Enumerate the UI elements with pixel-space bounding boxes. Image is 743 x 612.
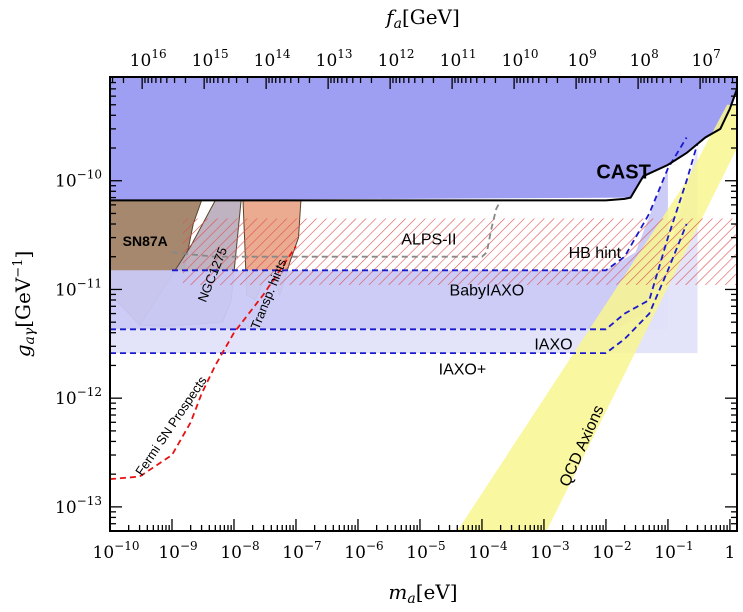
line-iaxo — [110, 143, 699, 331]
label-hb-hint: HB hint — [569, 245, 622, 262]
lines-layer — [110, 88, 737, 480]
x-tick-label: 10−3 — [530, 539, 569, 563]
y-tick-label: 10−11 — [55, 276, 102, 300]
label-iaxo: IAXO — [534, 337, 572, 354]
region-qcd-axions — [457, 104, 737, 531]
line-iaxo — [110, 223, 688, 354]
plot-frame — [109, 76, 738, 532]
x2-tick-label: 1011 — [440, 47, 477, 71]
label-babyiaxo: BabyIAXO — [450, 282, 525, 299]
x-tick-label: 10−8 — [220, 539, 259, 563]
y-tick-label: 10−13 — [55, 494, 102, 518]
line-fermi-sn-prospects — [110, 245, 297, 480]
x-tick-label: 10−2 — [592, 539, 631, 563]
line-alps-ii — [171, 199, 502, 258]
x2-tick-label: 109 — [567, 47, 596, 71]
region-cast — [110, 77, 737, 201]
hatch-hb-hint — [182, 218, 737, 285]
x2-tick-label: 1010 — [502, 47, 539, 71]
y-tick-label: 10−12 — [55, 385, 102, 409]
region-babyiaxo — [110, 168, 668, 330]
hatch-layer — [182, 218, 737, 285]
tick-labels-layer: 10−10 10−9 10−8 10−7 10−6 10−5 10−4 10−3 10−2 10−… — [55, 47, 735, 563]
x2-tick-label: 1012 — [378, 47, 415, 71]
x2-tick-label: 1016 — [130, 47, 167, 71]
x-tick-label: 10−10 — [93, 539, 140, 563]
x2-tick-label: 1013 — [316, 47, 353, 71]
x-tick-label: 1 — [725, 543, 736, 563]
label-sn87a: SN87A — [123, 233, 168, 249]
x-axis-title: ma[eV] — [388, 580, 457, 607]
y-tick-label: 10−10 — [55, 168, 102, 192]
x-tick-label: 10−7 — [282, 539, 321, 563]
label-cast: CAST — [596, 161, 650, 183]
x2-tick-label: 1015 — [192, 47, 229, 71]
x-tick-label: 10−5 — [406, 539, 445, 563]
x2-tick-label: 107 — [691, 47, 720, 71]
x-tick-label: 10−6 — [344, 539, 383, 563]
label-iaxo: IAXO+ — [439, 362, 487, 379]
ticks-layer — [109, 76, 737, 532]
label-alps-ii: ALPS-II — [401, 231, 456, 248]
x-tick-label: 10−4 — [468, 539, 508, 563]
x-tick-label: 10−1 — [654, 539, 693, 563]
line-babyiaxo — [172, 137, 688, 272]
x2-tick-label: 1014 — [254, 47, 291, 71]
x-tick-label: 10−9 — [158, 539, 197, 563]
regions-layer — [110, 77, 737, 531]
y-axis-title: gaγ[GeV−1] — [11, 251, 38, 358]
x2-tick-label: 108 — [629, 47, 658, 71]
line-cast — [110, 88, 737, 202]
